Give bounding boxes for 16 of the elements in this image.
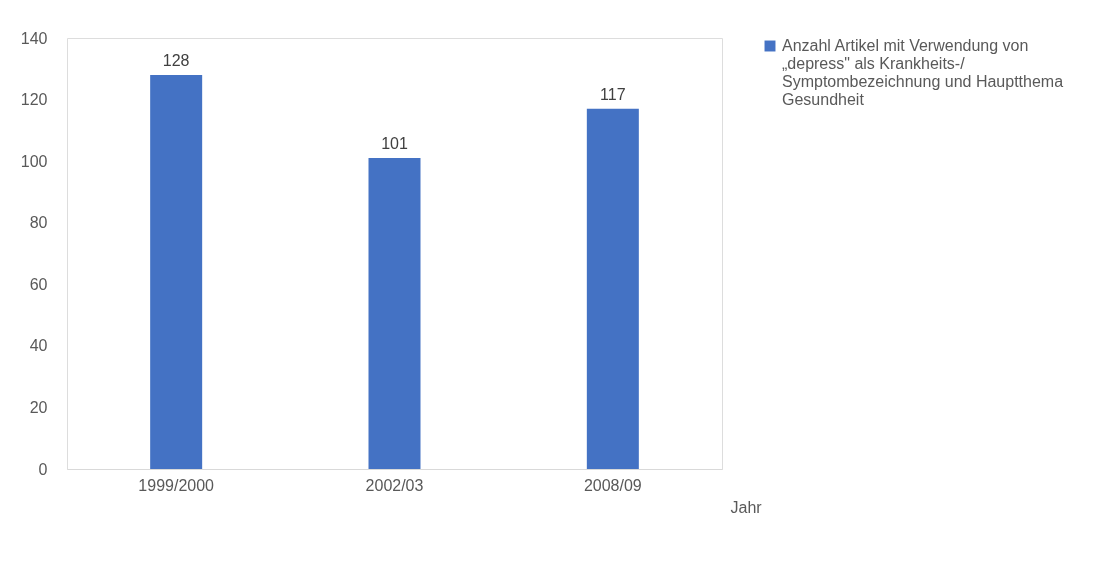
data-label: 117 [600,85,626,103]
x-tick-label: 2002/03 [365,476,424,494]
y-tick-label: 20 [29,398,48,416]
x-tick-label: 1999/2000 [138,476,215,494]
y-tick-label: 120 [20,91,48,109]
y-tick-label: 60 [29,275,48,293]
data-label: 128 [162,51,190,69]
y-tick-label: 80 [29,214,48,232]
y-tick-label: 140 [20,29,48,47]
y-tick-label: 40 [29,337,48,355]
legend-label: Anzahl Artikel mit Verwendung von „depress" als Krankheits-/ Symptombezeichnung und Hauptthema Gesundheit [782,37,1064,108]
y-tick-label: 0 [38,460,48,478]
y-tick-label: 100 [20,152,48,170]
x-axis-title: Jahr [730,498,763,516]
data-label: 101 [381,135,408,153]
x-tick-label: 2008/09 [583,476,642,494]
